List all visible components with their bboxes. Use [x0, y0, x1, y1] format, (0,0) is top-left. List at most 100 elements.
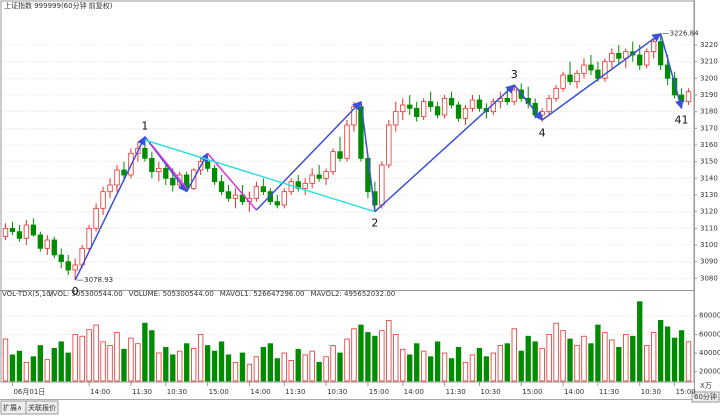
y-tick-label: 3160 — [700, 141, 718, 149]
volume-bar — [288, 360, 294, 382]
volume-bar — [539, 347, 545, 382]
volume-bar — [455, 347, 462, 382]
volume-bar — [372, 335, 378, 382]
volume-bar — [191, 347, 197, 382]
volume-bar — [448, 358, 455, 382]
tab-label[interactable]: 关联报价 — [28, 403, 56, 412]
candle-body — [337, 151, 343, 159]
volume-bar — [121, 348, 127, 382]
volume-bar — [462, 361, 469, 382]
x-tick-label: 11:30 — [446, 388, 466, 396]
wave-line — [513, 84, 543, 121]
volume-bar — [421, 350, 427, 382]
candle-body — [344, 124, 350, 159]
volume-bar — [253, 356, 260, 382]
volume-bar — [100, 341, 106, 382]
volume-bar — [225, 354, 232, 382]
x-tick-label: 10:30 — [327, 388, 347, 396]
volume-bar — [379, 330, 385, 382]
volume-bar — [685, 341, 692, 382]
x-tick-label: 10:30 — [480, 388, 500, 396]
volume-bar — [58, 341, 64, 382]
wave-line — [151, 144, 188, 189]
volume-bar — [560, 330, 566, 382]
wave-label: 4 — [539, 127, 546, 140]
candle-body — [323, 171, 329, 179]
candle-body — [253, 186, 260, 199]
volume-bar — [651, 332, 657, 382]
volume-bar — [149, 330, 155, 382]
candle-body — [121, 169, 127, 176]
volume-bar — [239, 352, 246, 382]
wave-line — [186, 152, 209, 193]
volume-bar — [497, 345, 503, 382]
volume-bar — [427, 356, 434, 382]
volume-bar — [337, 352, 343, 382]
candle-body — [302, 182, 308, 189]
candle-body — [170, 177, 176, 186]
wave-line — [255, 101, 362, 211]
volume-bar — [93, 324, 99, 382]
volume-bar — [295, 348, 301, 382]
volume-bar — [260, 347, 267, 382]
candle-body — [553, 87, 559, 99]
volume-bar — [16, 350, 23, 382]
x-tick-label: 10:30 — [167, 388, 187, 396]
tab-label[interactable]: 扩展∧ — [3, 403, 22, 412]
candle-body — [609, 52, 615, 63]
volume-bar — [30, 356, 37, 382]
tab[interactable] — [691, 391, 720, 403]
volume-bar — [532, 341, 538, 382]
x-tick-label: 11:30 — [285, 388, 305, 396]
volume-bar — [232, 361, 239, 382]
wave-label: 41 — [675, 113, 689, 126]
x-tick-label: 15:00 — [522, 388, 542, 396]
volume-bar — [204, 345, 211, 382]
x-tick-label: 15:00 — [369, 388, 389, 396]
candle-body — [427, 101, 434, 108]
candle-body — [539, 111, 545, 116]
volume-bar — [616, 347, 622, 382]
y-tick-label: 60000 — [699, 330, 720, 338]
volume-bar — [623, 333, 629, 382]
volume-bar — [44, 359, 50, 382]
candle-body — [400, 104, 406, 113]
candle-body — [421, 101, 427, 118]
volume-bar — [546, 333, 552, 382]
volume-bar — [51, 347, 57, 382]
candle-body — [644, 51, 650, 66]
candle-body — [204, 161, 211, 169]
candle-body — [2, 227, 9, 238]
y-tick-label: 3210 — [700, 58, 718, 66]
candle-body — [414, 107, 420, 118]
x-tick-label: 14:00 — [404, 388, 424, 396]
candle-body — [316, 174, 322, 179]
candle-body — [476, 99, 483, 109]
price-label: 3078.93 — [84, 276, 113, 284]
tabs: 扩展∧ 关联报价 60分钟 — [0, 391, 720, 415]
candle-body — [93, 207, 99, 229]
volume-bar — [23, 361, 30, 382]
volume-bar — [483, 356, 490, 382]
volume-legend: VOLUME: 505300544.00 — [129, 290, 214, 298]
volume-bar — [393, 333, 399, 382]
wave-label: 3 — [511, 68, 518, 81]
candle-body — [281, 191, 287, 206]
candle-body — [218, 181, 225, 193]
volume-bar — [37, 345, 43, 382]
volume-bar — [86, 329, 92, 382]
candle-body — [156, 167, 162, 173]
candle-body — [664, 64, 671, 79]
candle-body — [393, 111, 399, 126]
candle-body — [616, 52, 622, 59]
candle-body — [511, 89, 517, 103]
volume-bar — [316, 361, 322, 382]
candle-body — [330, 151, 336, 173]
period-label[interactable]: 60分钟 — [694, 392, 717, 401]
volume-bar — [365, 332, 371, 382]
volume-bar — [630, 335, 636, 382]
price-label: 3226.84 — [670, 30, 699, 38]
wave-line — [144, 139, 376, 213]
tab[interactable] — [25, 400, 59, 415]
x-tick-label: 14:00 — [250, 388, 270, 396]
